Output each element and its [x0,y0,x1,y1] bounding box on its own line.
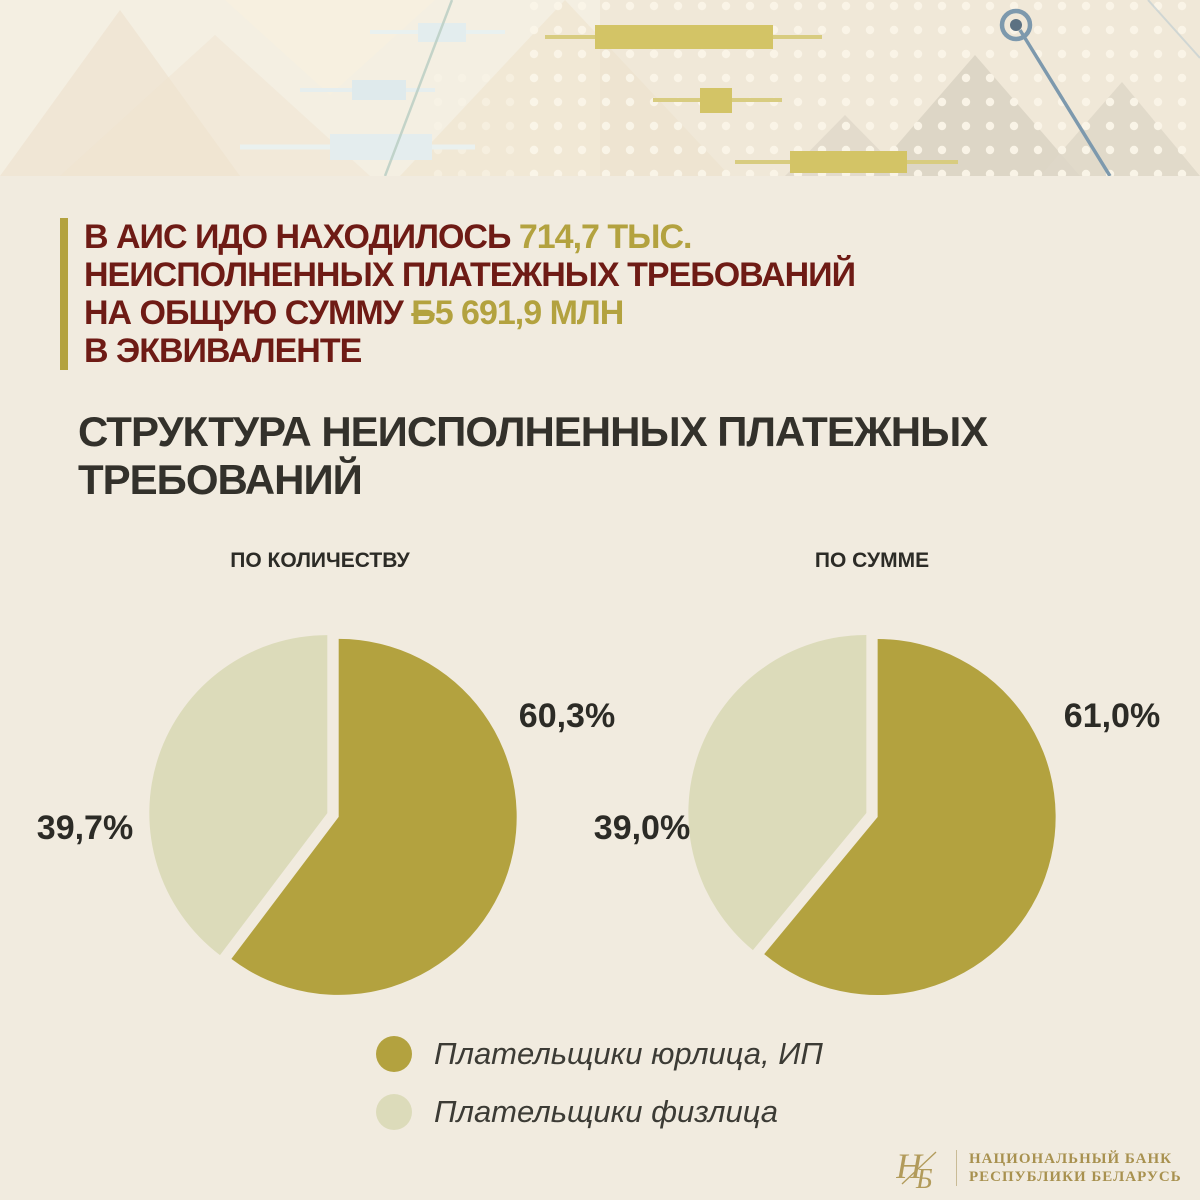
chart-title-by-count: ПО КОЛИЧЕСТВУ [230,549,410,572]
headline-sum-value: 5 691,9 МЛН [434,294,625,332]
pie-chart-by-count [149,635,517,995]
pie2-major-label: 61,0% [1063,697,1161,735]
headline-line-4: В ЭКВИВАЛЕНТЕ [84,332,1144,370]
pie1-major-label: 60,3% [518,697,616,735]
pie-chart-by-sum [688,634,1056,996]
legend-label-legal-entities: Плательщики юрлица, ИП [434,1036,823,1071]
chart-title-by-sum: ПО СУММЕ [814,549,930,572]
legend-dot-individuals [376,1094,412,1130]
headline-text: В ЭКВИВАЛЕНТЕ [84,332,362,370]
gold-candlestick-chart [545,25,958,173]
headline-block: В АИС ИДО НАХОДИЛОСЬ 714,7 ТЫС. НЕИСПОЛН… [60,218,1144,370]
pie-slice [688,634,867,951]
footer-org-name: НАЦИОНАЛЬНЫЙ БАНК РЕСПУБЛИКИ БЕЛАРУСЬ [969,1150,1182,1186]
pie-slice [149,635,328,956]
footer-divider [956,1150,957,1186]
banner-decoration [0,0,1200,176]
pie2-minor-label: 39,0% [593,809,691,847]
legend-label-individuals: Плательщики физлица [434,1094,779,1129]
headline-line-1: В АИС ИДО НАХОДИЛОСЬ 714,7 ТЫС. [84,218,1144,256]
headline-line-3: НА ОБЩУЮ СУММУ Б5 691,9 МЛН [84,294,1144,332]
legend-dot-legal-entities [376,1036,412,1072]
headline-text: НА ОБЩУЮ СУММУ [84,294,412,332]
headline-text: НЕИСПОЛНЕННЫХ ПЛАТЕЖНЫХ ТРЕБОВАНИЙ [84,256,856,294]
chart-legend: Плательщики юрлица, ИП Плательщики физли… [376,1036,823,1152]
footer-org-line-1: НАЦИОНАЛЬНЫЙ БАНК [969,1151,1173,1167]
pie1-minor-label: 39,7% [36,809,134,847]
trend-line [999,0,1200,176]
national-bank-logo-icon: Н Б [896,1146,937,1192]
headline-line-2: НЕИСПОЛНЕННЫХ ПЛАТЕЖНЫХ ТРЕБОВАНИЙ [84,256,1144,294]
pie-slice [764,639,1056,996]
legend-item-legal-entities: Плательщики юрлица, ИП [376,1036,823,1072]
belarusian-ruble-symbol: Б [411,294,435,332]
footer-org-line-2: РЕСПУБЛИКИ БЕЛАРУСЬ [969,1169,1182,1185]
svg-text:Н: Н [896,1146,924,1186]
headline-text: В АИС ИДО НАХОДИЛОСЬ [84,218,519,256]
svg-text:Б: Б [915,1164,933,1192]
headline-count-value: 714,7 ТЫС. [518,218,693,256]
legend-item-individuals: Плательщики физлица [376,1094,823,1130]
section-title: СТРУКТУРА НЕИСПОЛНЕННЫХ ПЛАТЕЖНЫХ ТРЕБОВ… [78,408,988,503]
blue-candlestick-chart [240,0,505,176]
pie-slice [231,638,517,995]
footer: Н Б НАЦИОНАЛЬНЫЙ БАНК РЕСПУБЛИКИ БЕЛАРУС… [896,1144,1182,1192]
